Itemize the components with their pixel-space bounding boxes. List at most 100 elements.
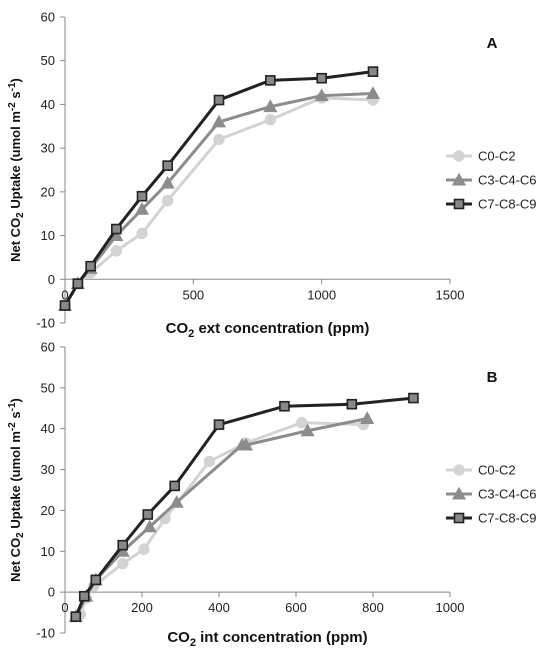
x-tick-label: 400 (208, 600, 230, 615)
x-tick-label: 200 (131, 600, 153, 615)
data-point (72, 278, 84, 289)
y-tick-label: 10 (41, 544, 55, 559)
data-point (136, 190, 148, 202)
data-point (85, 260, 96, 272)
series-line (63, 70, 374, 307)
y-tick-label: 20 (41, 503, 55, 518)
chart-panel-a: -10 0 10 20 30 40 50 60 0 500 1000 1500 CO2 ext conc… (7, 10, 537, 341)
series-line (63, 96, 374, 307)
data-point (59, 300, 71, 311)
series-c7-c8-c9 (59, 66, 379, 311)
data-point (300, 423, 315, 437)
data-point (238, 437, 253, 451)
data-point (110, 245, 123, 257)
legend-label: C7-C8-C9 (478, 197, 537, 212)
data-point (142, 509, 154, 520)
y-axis-title: Net CO2 Uptake (umol m-2 s-1) (7, 398, 26, 582)
data-point (316, 72, 327, 84)
data-point (142, 519, 157, 533)
y-tick-label: 60 (41, 340, 55, 355)
data-point (134, 202, 150, 215)
series-line (78, 421, 364, 616)
x-tick-label: 600 (285, 600, 307, 615)
y-tick-label: 60 (41, 10, 55, 25)
y-tick-label: 0 (48, 272, 55, 287)
data-point (138, 543, 150, 555)
x-tick-label: 800 (362, 600, 384, 615)
series-line (74, 417, 368, 618)
data-point (367, 66, 379, 77)
legend-swatch-marker (453, 150, 465, 162)
x-tick-label: 1000 (307, 287, 336, 302)
legend-item: C0-C2 (446, 149, 516, 164)
panel-label: A (487, 35, 498, 52)
y-tick-label: 50 (41, 53, 55, 68)
data-point (161, 194, 174, 207)
legend-swatch-marker (451, 486, 467, 500)
data-point (360, 411, 375, 424)
data-point (117, 557, 129, 570)
legend-swatch-marker (451, 172, 467, 186)
data-point (70, 611, 82, 622)
panel-label: B (487, 369, 498, 386)
legend-label: C0-C2 (478, 149, 516, 164)
data-point (408, 392, 419, 404)
series-line (74, 396, 414, 618)
data-point (203, 455, 216, 468)
data-point (90, 574, 102, 586)
legend-swatch-marker (453, 198, 465, 210)
data-point (211, 114, 227, 128)
data-point (264, 114, 277, 126)
y-tick-label: 20 (41, 184, 55, 199)
data-point (169, 495, 184, 508)
y-tick-label: 50 (41, 380, 55, 395)
legend-item: C3-C4-C6 (446, 173, 537, 188)
x-axis-title: CO2 int concentration (ppm) (167, 629, 367, 649)
y-tick-label: 30 (41, 462, 55, 477)
y-tick-label: 30 (41, 141, 55, 156)
x-tick-label: 1000 (436, 600, 465, 615)
y-tick-label: 40 (41, 421, 55, 436)
data-point (346, 398, 358, 410)
data-point (314, 88, 329, 102)
x-tick-label: 500 (182, 287, 204, 302)
data-point (263, 99, 278, 113)
data-point (213, 133, 225, 146)
data-point (78, 590, 90, 602)
legend-swatch-marker (453, 464, 465, 476)
legend-label: C7-C8-C9 (478, 511, 537, 526)
legend-item: C7-C8-C9 (446, 197, 537, 212)
legend-item: C7-C8-C9 (446, 511, 537, 526)
y-tick-label: -10 (36, 626, 55, 641)
data-point (111, 223, 122, 235)
legend-swatch-marker (453, 512, 465, 524)
data-point (160, 175, 175, 189)
x-tick-label: 1500 (436, 287, 465, 302)
y-tick-label: 40 (41, 97, 55, 112)
legend-label: C0-C2 (478, 463, 516, 478)
legend-label: C3-C4-C6 (478, 173, 537, 188)
legend-item: C0-C2 (446, 463, 516, 478)
x-tick-label: 0 (61, 600, 68, 615)
data-point (296, 416, 308, 429)
y-tick-label: -10 (36, 316, 55, 331)
data-point (136, 227, 148, 240)
x-tick-label: 0 (61, 287, 68, 302)
data-point (365, 86, 381, 99)
series-c3-c4-c6 (68, 411, 375, 623)
x-axis-title: CO2 ext concentration (ppm) (166, 320, 370, 340)
data-point (265, 75, 276, 86)
data-point (279, 400, 290, 412)
legend-label: C3-C4-C6 (478, 487, 537, 502)
data-point (213, 419, 225, 430)
legend-item: C3-C4-C6 (446, 487, 537, 502)
y-axis-title: Net CO2 Uptake (umol m-2 s-1) (7, 78, 26, 262)
data-point (162, 160, 173, 171)
series-c0-c2 (74, 416, 370, 621)
series-c7-c8-c9 (70, 392, 419, 622)
data-point (213, 94, 225, 106)
series-c3-c4-c6 (57, 86, 381, 311)
